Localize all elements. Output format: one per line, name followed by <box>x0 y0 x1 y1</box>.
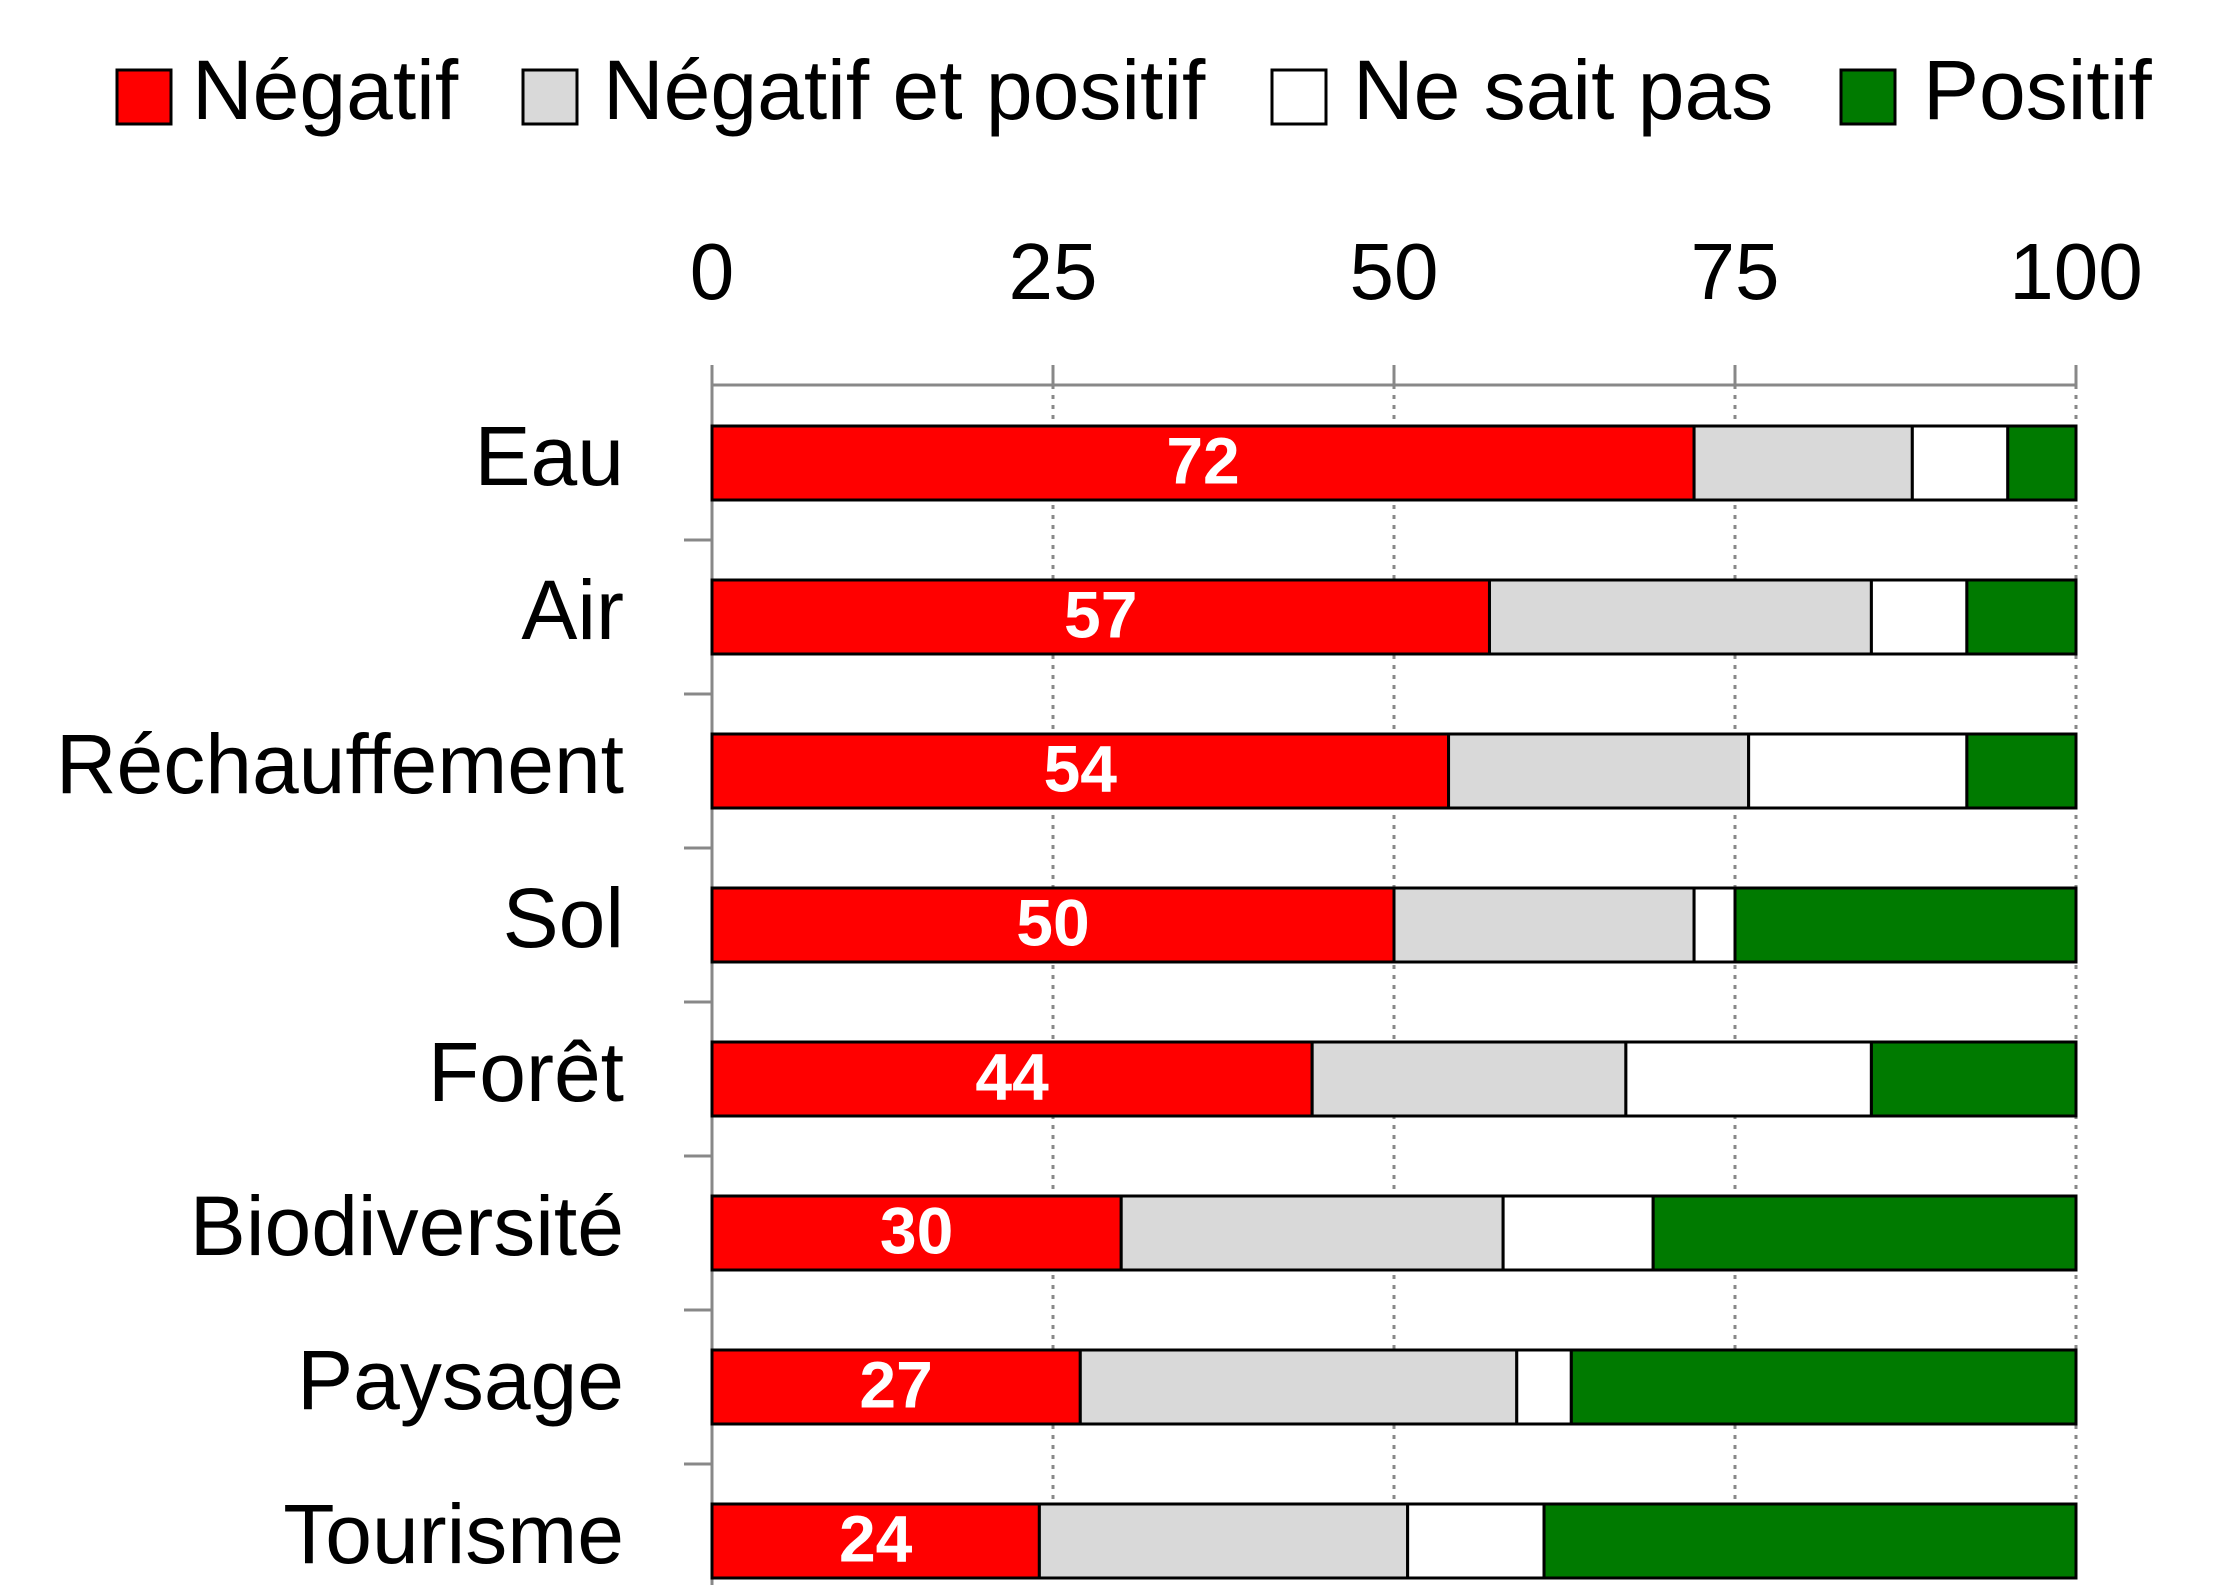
x-tick-label: 25 <box>1009 227 1098 316</box>
bar-segment <box>1406 1502 1546 1580</box>
category-label: Eau <box>475 409 624 503</box>
bar-segment <box>1569 1348 2078 1426</box>
bar-segment <box>1078 1348 1519 1426</box>
bar-segment <box>1965 578 2078 656</box>
bar-segment <box>1119 1194 1505 1272</box>
bar-segment <box>1651 1194 2078 1272</box>
bar-segment <box>710 1348 1082 1426</box>
bar-segment <box>1487 578 1873 656</box>
bar-segment <box>1310 1040 1628 1118</box>
bar-segment <box>1747 732 1969 810</box>
x-tick-label: 50 <box>1350 227 1439 316</box>
bar-segment <box>1542 1502 2078 1580</box>
data-label: 24 <box>839 1501 913 1575</box>
data-label: 57 <box>1064 577 1137 651</box>
bar-segment <box>1965 732 2078 810</box>
category-label: Paysage <box>297 1333 624 1427</box>
category-label: Tourisme <box>283 1487 624 1581</box>
data-label: 30 <box>880 1193 953 1267</box>
bar-segment <box>2006 424 2078 502</box>
category-label: Sol <box>503 871 624 965</box>
bar-segment <box>1515 1348 1573 1426</box>
bar-segment <box>1501 1194 1655 1272</box>
category-label: Biodiversité <box>190 1179 624 1273</box>
x-tick-label: 100 <box>2009 227 2142 316</box>
bar-segment <box>710 732 1451 810</box>
legend-label: Négatif et positif <box>603 43 1206 137</box>
bar-segment <box>1910 424 2010 502</box>
data-label: 50 <box>1016 885 1089 959</box>
legend-swatch <box>1270 68 1328 126</box>
legend-swatch <box>521 68 579 126</box>
data-label: 72 <box>1166 423 1239 497</box>
bar-segment <box>1037 1502 1410 1580</box>
category-label: Réchauffement <box>56 717 624 811</box>
bar-segment <box>1869 1040 2078 1118</box>
bar-segment <box>1392 886 1696 964</box>
category-label: Forêt <box>428 1025 624 1119</box>
bar-segment <box>1624 1040 1873 1118</box>
bar-segment <box>1869 578 1969 656</box>
x-tick-label: 0 <box>690 227 735 316</box>
bar-segment <box>710 1502 1041 1580</box>
legend-label: Positif <box>1923 43 2152 137</box>
bar-segment <box>1692 886 1737 964</box>
legend-swatch <box>115 68 173 126</box>
bar-segment <box>1447 732 1751 810</box>
legend-label: Ne sait pas <box>1353 43 1773 137</box>
x-tick-label: 75 <box>1691 227 1780 316</box>
bar-segment <box>710 1194 1123 1272</box>
legend-label: Négatif <box>192 43 459 137</box>
category-label: Air <box>521 563 624 657</box>
legend-swatch <box>1839 68 1897 126</box>
bar-segment <box>1692 424 1914 502</box>
data-label: 54 <box>1044 731 1118 805</box>
data-label: 27 <box>859 1347 932 1421</box>
data-label: 44 <box>975 1039 1049 1113</box>
bar-segment <box>1733 886 2078 964</box>
